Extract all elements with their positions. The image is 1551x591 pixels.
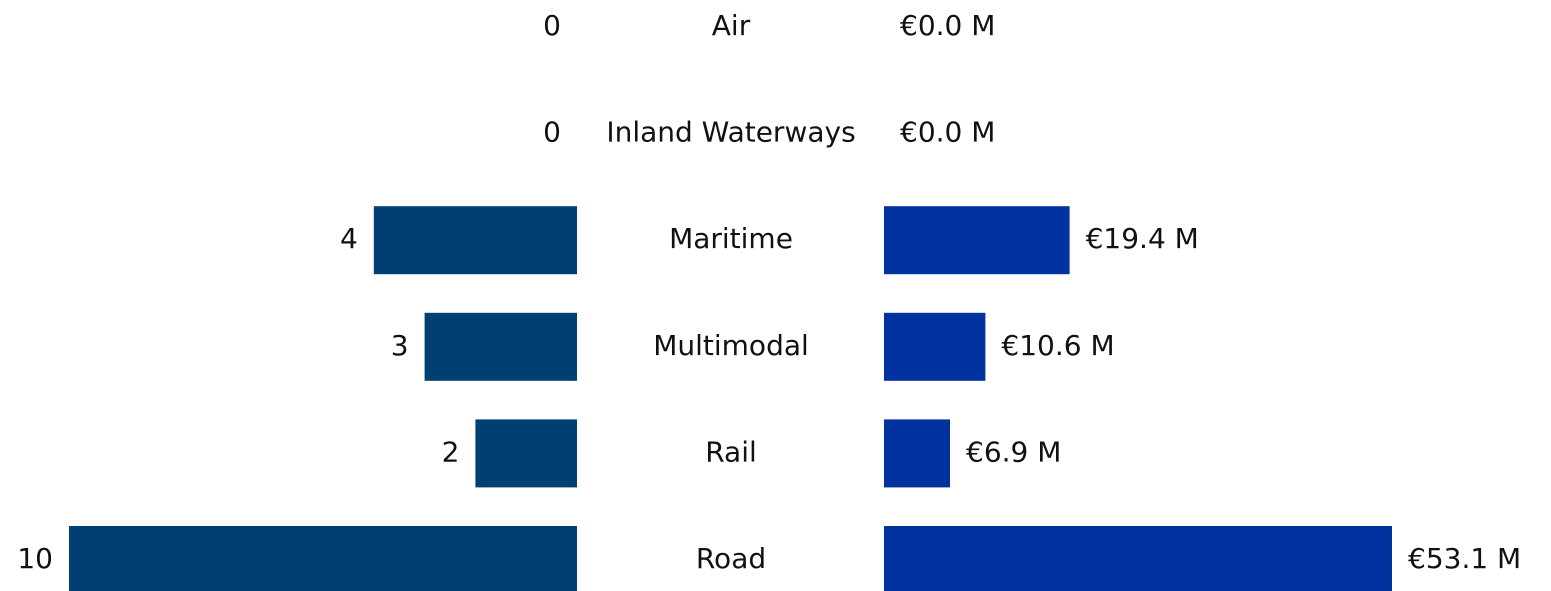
value-label: €53.1 M [1408,542,1521,575]
bar [884,312,986,381]
value-label: €10.6 M [1001,329,1114,362]
value-label: 2 [442,435,460,468]
category-label: Road [696,542,766,575]
value-label: €6.9 M [966,435,1061,468]
bar [373,206,577,275]
value-label: 3 [391,329,409,362]
category-label: Air [712,9,751,42]
value-label: 0 [543,9,561,42]
category-label: Multimodal [653,329,809,362]
value-label: €0.0 M [900,9,995,42]
bar [884,419,951,488]
bar [475,419,577,488]
category-label: Rail [705,435,757,468]
value-label: 4 [340,222,358,255]
bar [884,526,1392,591]
value-label: 10 [17,542,53,575]
category-label: Maritime [669,222,793,255]
value-label: 0 [543,116,561,149]
bar [69,526,577,591]
value-label: €0.0 M [900,116,995,149]
value-label: €19.4 M [1086,222,1199,255]
category-label: Inland Waterways [606,116,855,149]
bar [424,312,577,381]
bar [884,206,1070,275]
